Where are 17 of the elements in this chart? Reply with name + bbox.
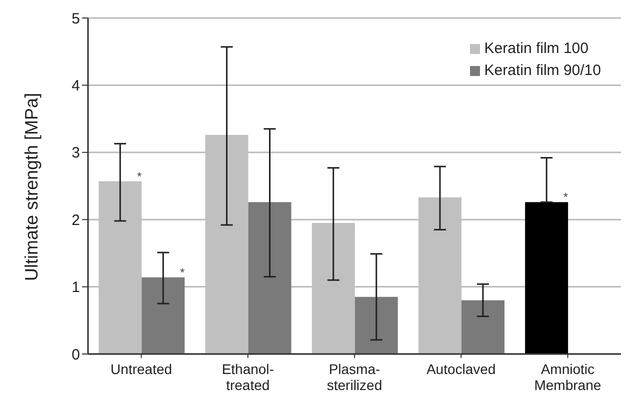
y-tick-label: 4 xyxy=(72,78,80,95)
x-tick-label: Plasma-sterilized xyxy=(326,361,382,393)
data-label: * xyxy=(563,190,568,204)
y-tick-label: 2 xyxy=(72,212,80,229)
legend-label: Keratin film 90/10 xyxy=(484,61,601,81)
y-tick-label: 3 xyxy=(72,144,80,162)
y-tick-label: 5 xyxy=(72,10,80,28)
y-axis-title: Ultimate strength [MPa] xyxy=(21,92,42,281)
legend-label: Keratin film 100 xyxy=(484,39,588,59)
data-label: * xyxy=(136,169,142,184)
y-tick-label: 1 xyxy=(72,279,80,296)
x-tick-label: Amniotic Membrane xyxy=(534,361,602,393)
x-tick-label: Untreated xyxy=(110,361,172,377)
y-tick-label: 0 xyxy=(72,346,80,364)
data-label: * xyxy=(180,265,185,280)
x-tick-label: Ethanol-treated xyxy=(222,361,274,393)
x-tick-label: Autoclaved xyxy=(426,361,496,377)
